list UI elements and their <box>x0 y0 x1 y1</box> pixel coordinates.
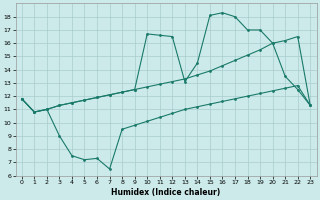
X-axis label: Humidex (Indice chaleur): Humidex (Indice chaleur) <box>111 188 221 197</box>
